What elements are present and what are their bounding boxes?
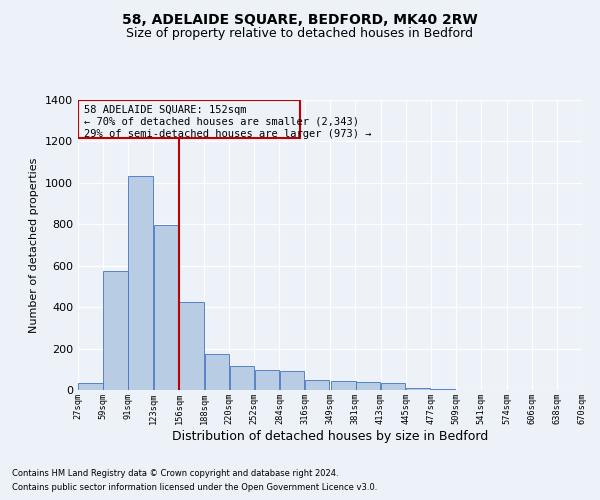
Bar (331, 380, 356, 390)
Text: Contains HM Land Registry data © Crown copyright and database right 2024.: Contains HM Land Registry data © Crown c… (12, 468, 338, 477)
Text: 58, ADELAIDE SQUARE, BEDFORD, MK40 2RW: 58, ADELAIDE SQUARE, BEDFORD, MK40 2RW (122, 12, 478, 26)
Bar (179, 302, 204, 390)
Text: Size of property relative to detached houses in Bedford: Size of property relative to detached ho… (127, 28, 473, 40)
Bar (254, 370, 279, 390)
Text: ← 70% of detached houses are smaller (2,343): ← 70% of detached houses are smaller (2,… (84, 116, 359, 126)
Bar (280, 372, 304, 390)
Bar (79, 383, 103, 390)
Y-axis label: Number of detached properties: Number of detached properties (29, 158, 40, 332)
Bar (103, 271, 128, 390)
Text: Contains public sector information licensed under the Open Government Licence v3: Contains public sector information licen… (12, 484, 377, 492)
Bar (431, 389, 455, 390)
Bar (78, 100, 300, 138)
X-axis label: Distribution of detached houses by size in Bedford: Distribution of detached houses by size … (172, 430, 488, 443)
Bar (230, 366, 254, 390)
Bar (154, 226, 178, 390)
Text: 29% of semi-detached houses are larger (973) →: 29% of semi-detached houses are larger (… (84, 128, 372, 138)
Bar (205, 354, 229, 390)
Text: 58 ADELAIDE SQUARE: 152sqm: 58 ADELAIDE SQUARE: 152sqm (84, 104, 247, 115)
Bar (381, 383, 406, 390)
Bar (356, 382, 380, 390)
Bar (305, 380, 329, 390)
Bar (406, 388, 430, 390)
Bar (128, 176, 153, 390)
